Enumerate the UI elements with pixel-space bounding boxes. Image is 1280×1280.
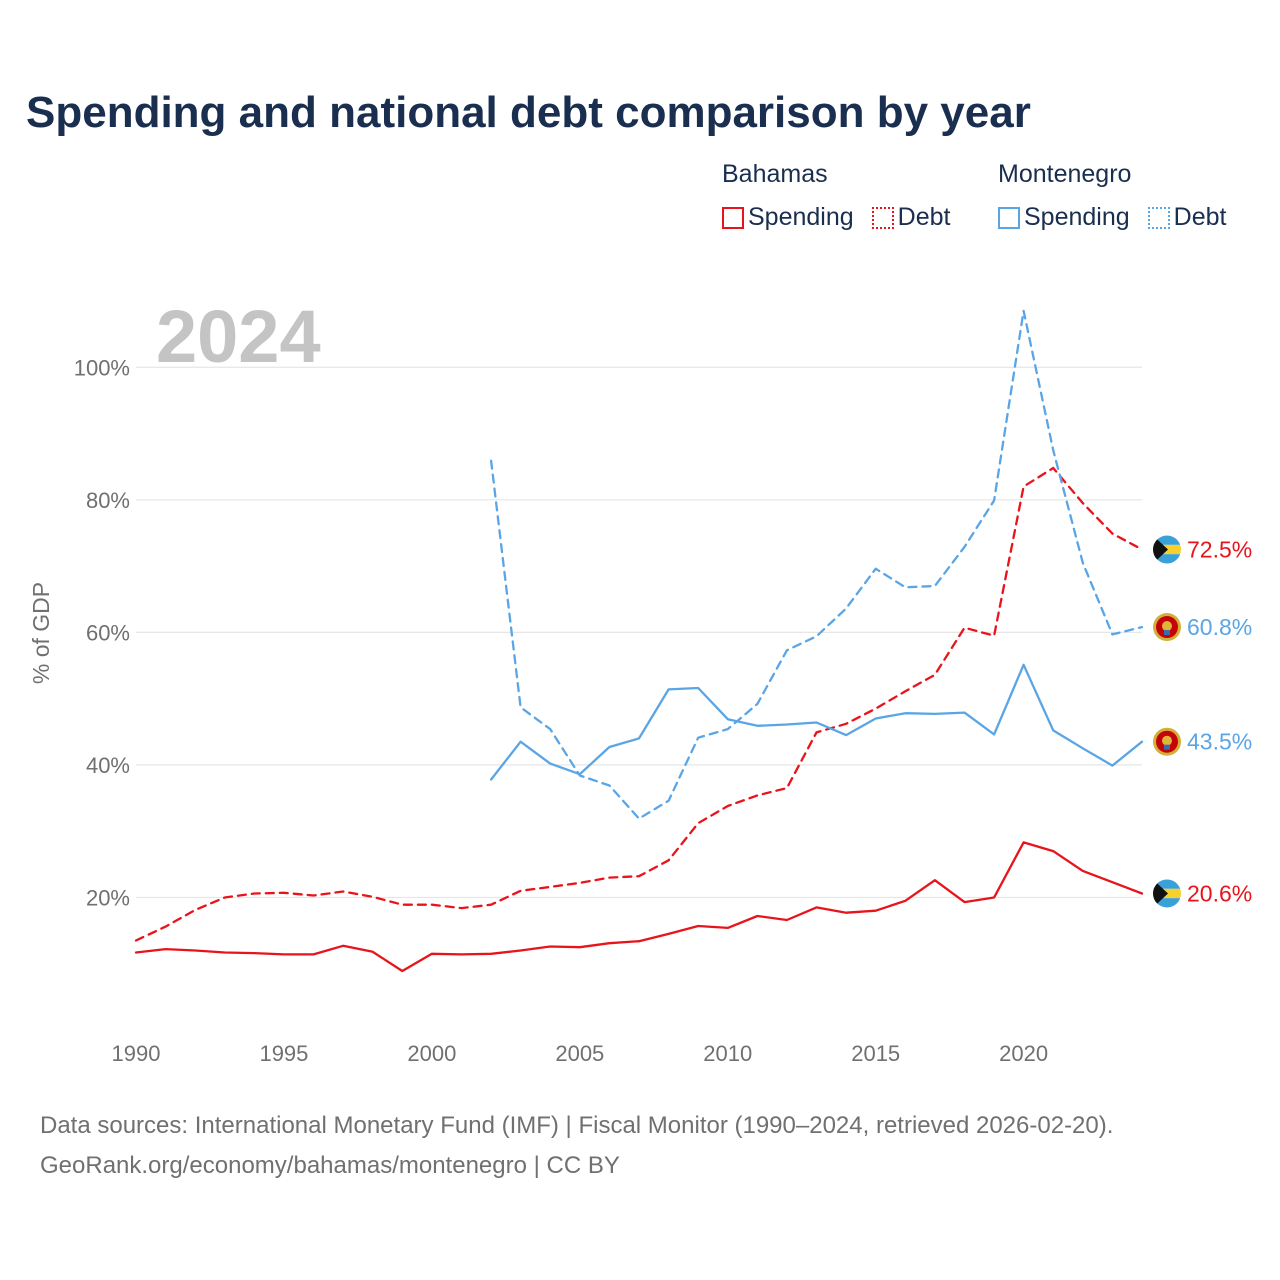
bahamas-flag-icon [1153, 535, 1181, 564]
legend-item-label: Spending [748, 203, 854, 231]
y-tick-label: 40% [86, 753, 130, 778]
end-value-label: 60.8% [1187, 614, 1252, 640]
dashed-line-swatch-icon [871, 206, 894, 229]
footer: Data sources: International Monetary Fun… [40, 1106, 1113, 1186]
montenegro-spending-line [489, 663, 1144, 781]
flag-triangle [1153, 879, 1168, 908]
y-axis-label: % of GDP [28, 582, 54, 684]
flag-triangle [1153, 535, 1168, 564]
end-value-label: 43.5% [1187, 729, 1252, 755]
attribution-text: GeoRank.org/economy/bahamas/montenegro |… [40, 1152, 620, 1179]
x-tick-label: 2020 [999, 1041, 1048, 1066]
x-tick-label: 2005 [555, 1041, 604, 1066]
legend-item-bahamas-debt[interactable]: Debt [871, 203, 951, 232]
solid-line-swatch-icon [998, 206, 1020, 229]
flag-body [1153, 879, 1181, 908]
dashed-line-swatch-icon [1147, 206, 1170, 229]
y-tick-label: 20% [86, 885, 130, 910]
montenegro-flag-icon [1153, 613, 1181, 642]
flag-stripe-top [1153, 879, 1181, 889]
x-tick-label: 2010 [703, 1041, 752, 1066]
x-tick-label: 2000 [407, 1041, 456, 1066]
legend-group-name: Montenegro [998, 160, 1132, 188]
data-sources-text: Data sources: International Monetary Fun… [40, 1112, 1114, 1139]
y-tick-label: 60% [86, 620, 130, 645]
flag-body [1153, 535, 1181, 564]
end-value-label: 20.6% [1187, 880, 1252, 906]
y-tick-label: 80% [86, 488, 130, 513]
montenegro-debt-line [489, 309, 1144, 820]
legend-group-name: Bahamas [722, 160, 828, 188]
bahamas-spending-line [134, 841, 1144, 973]
legend-item-bahamas-spending[interactable]: Spending [722, 203, 854, 232]
y-tick-label: 100% [74, 355, 130, 380]
flag-emblem [1162, 621, 1172, 632]
legend-item-label: Spending [1024, 203, 1130, 231]
flag-stripe-top [1153, 535, 1181, 545]
solid-line-swatch-icon [722, 206, 744, 229]
legend-item-montenegro-debt[interactable]: Debt [1147, 203, 1227, 232]
montenegro-flag-icon [1153, 727, 1181, 756]
bahamas-flag-icon [1153, 879, 1181, 908]
flag-stripe-bottom [1153, 554, 1181, 564]
line-chart: 2024 20% 40% 60% 80% 100% 1990 1995 2000 2005 2010… [28, 295, 1252, 1066]
flag-emblem [1162, 735, 1172, 746]
end-value-label: 72.5% [1187, 537, 1252, 563]
x-tick-label: 2015 [851, 1041, 900, 1066]
legend-item-label: Debt [1173, 203, 1227, 231]
legend-item-label: Debt [897, 203, 951, 231]
legend-group-bahamas: Bahamas Spending Debt [722, 160, 950, 232]
x-tick-label: 1995 [259, 1041, 308, 1066]
legend-item-montenegro-spending[interactable]: Spending [998, 203, 1130, 232]
legend-group-montenegro: Montenegro Spending Debt [998, 160, 1226, 232]
flag-emblem-shield [1164, 744, 1170, 750]
x-tick-label: 1990 [112, 1041, 161, 1066]
chart-title: Spending and national debt comparison by… [26, 88, 1031, 137]
year-watermark: 2024 [156, 295, 321, 378]
bahamas-debt-line [134, 466, 1144, 942]
flag-emblem-shield [1164, 630, 1170, 636]
flag-stripe-bottom [1153, 898, 1181, 908]
